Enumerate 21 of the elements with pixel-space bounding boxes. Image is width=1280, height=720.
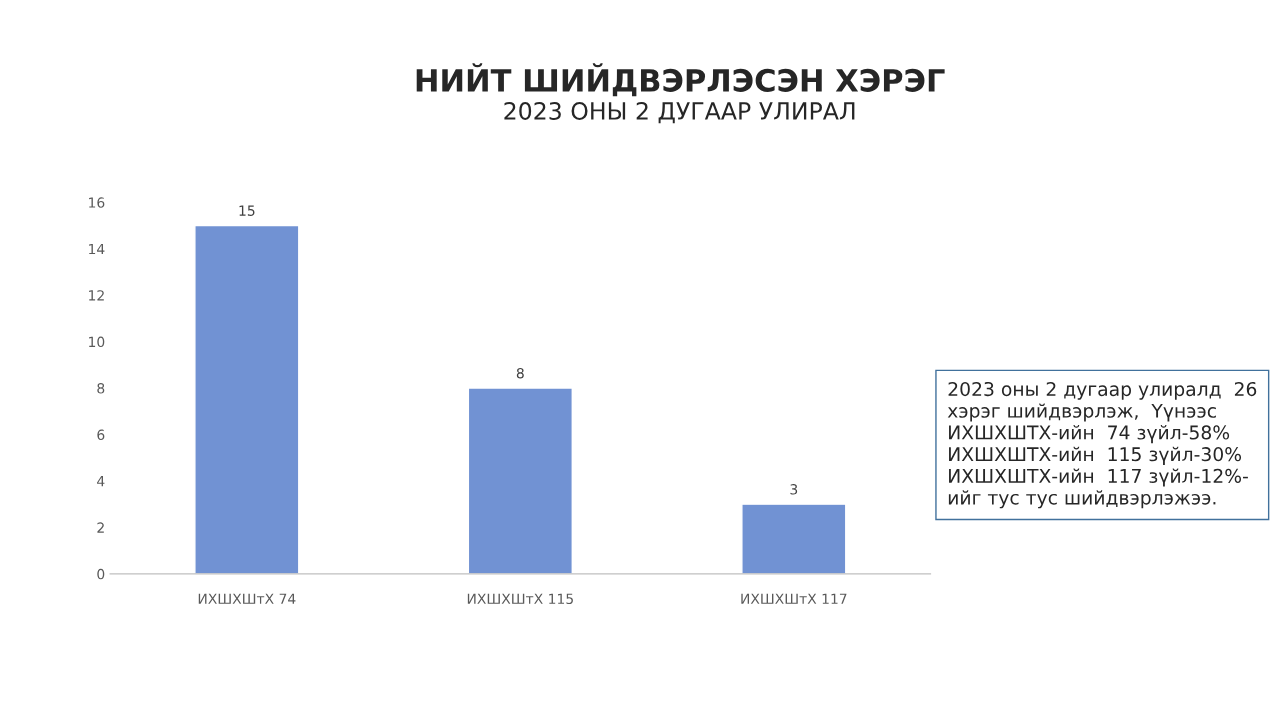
chart-subtitle: 2023 ОНЫ 2 ДУГААР УЛИРАЛ bbox=[504, 102, 855, 124]
bar bbox=[741, 503, 847, 574]
y-tick-label: 4 bbox=[97, 476, 105, 487]
text: 2023 оны 2 дугаар улиралд 26 хэрэг шийдвэрлэж, Үүнээс ИХШХШТХ-ийн 74 зүйл-58% ИХШХШТХ-ийн 115 зүйл-30% ИХШХШТХ-ийн 117 зүйл-12%- ийг тус тус шийдвэрлэжээ. bbox=[947, 381, 1257, 509]
y-tick-label: 16 bbox=[89, 197, 105, 208]
y-tick-label: 2 bbox=[97, 522, 104, 533]
bar bbox=[467, 387, 573, 574]
chart-title: НИЙТ ШИЙДВЭРЛЭСЭН ХЭРЭГ bbox=[416, 63, 945, 97]
bar bbox=[194, 224, 300, 574]
data-label: 8 bbox=[516, 367, 524, 379]
data-label: 3 bbox=[790, 484, 798, 495]
y-tick-label: 14 bbox=[89, 243, 105, 255]
y-tick-label: 8 bbox=[97, 383, 105, 394]
y-tick-label: 12 bbox=[89, 290, 104, 301]
x-tick-label: ИХШХШтХ 117 bbox=[741, 593, 847, 604]
data-label: 15 bbox=[239, 205, 255, 216]
x-tick-label: ИХШХШтХ 74 bbox=[198, 593, 296, 604]
x-tick-label: ИХШХШтХ 115 bbox=[467, 593, 573, 605]
y-tick-label: 6 bbox=[97, 429, 105, 440]
y-tick-label: 0 bbox=[97, 568, 105, 580]
y-tick-label: 10 bbox=[89, 336, 105, 348]
